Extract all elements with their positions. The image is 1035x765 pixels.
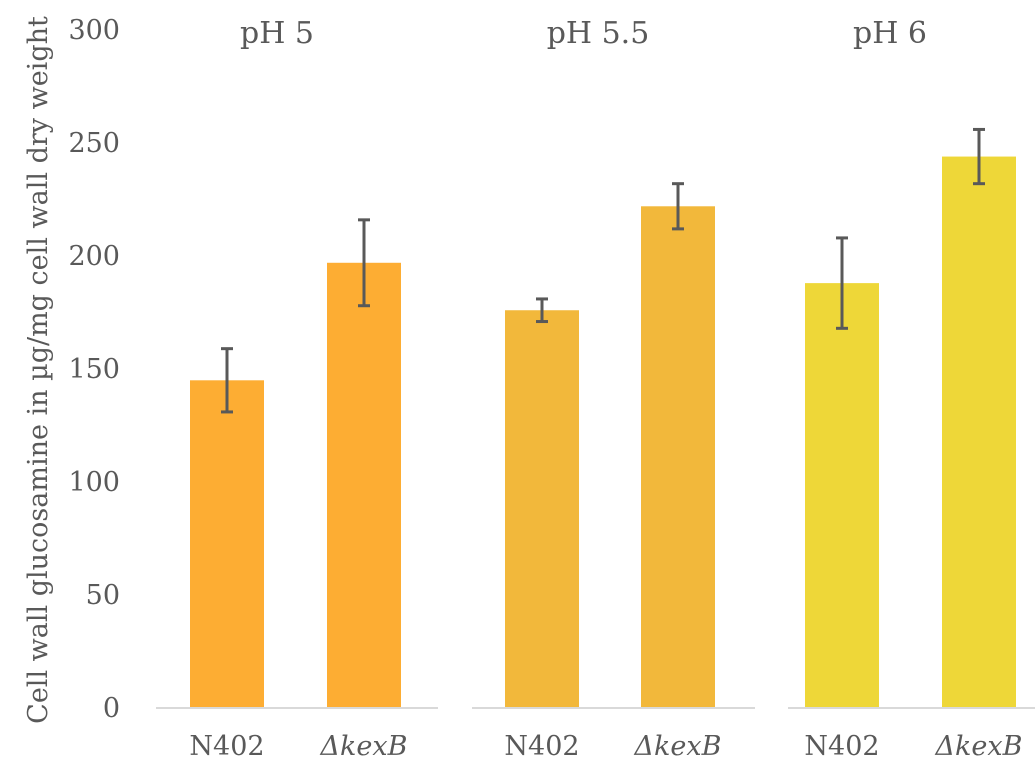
y-tick-label: 50: [86, 580, 120, 611]
x-category-label: N402: [189, 731, 264, 760]
bar: [190, 380, 264, 708]
y-axis-ticks: 0 50 100 150 200 250 300: [68, 15, 120, 724]
x-category-label: N402: [504, 731, 579, 760]
y-tick-label: 0: [103, 693, 120, 724]
y-tick-label: 100: [68, 467, 120, 498]
bar: [327, 262, 401, 708]
panel-title: pH 5: [240, 16, 314, 51]
x-category-label: ΔkexB: [935, 731, 1023, 760]
panel-title: pH 6: [853, 16, 927, 51]
y-tick-label: 200: [68, 241, 120, 272]
bar: [805, 283, 879, 708]
x-category-label: N402: [804, 731, 879, 760]
y-tick-label: 300: [68, 15, 120, 46]
y-tick-label: 150: [68, 354, 120, 385]
chart-panel: pH 6 N402 ΔkexB: [788, 16, 1035, 762]
y-axis-title: Cell wall glucosamine in µg/mg cell wall…: [23, 16, 54, 724]
bar: [641, 206, 715, 708]
bar: [942, 156, 1016, 708]
bar: [505, 310, 579, 708]
chart-panel: pH 5 N402 ΔkexB: [156, 16, 438, 762]
x-category-label: ΔkexB: [634, 731, 722, 760]
chart-panels: pH 5 N402 ΔkexB pH 5.5 N402 ΔkexB pH 6 N402 Δkex…: [156, 16, 1035, 762]
y-tick-label: 250: [68, 128, 120, 159]
panel-title: pH 5.5: [547, 16, 650, 51]
x-category-label: ΔkexB: [320, 731, 408, 760]
chart-panel: pH 5.5 N402 ΔkexB: [472, 16, 755, 762]
